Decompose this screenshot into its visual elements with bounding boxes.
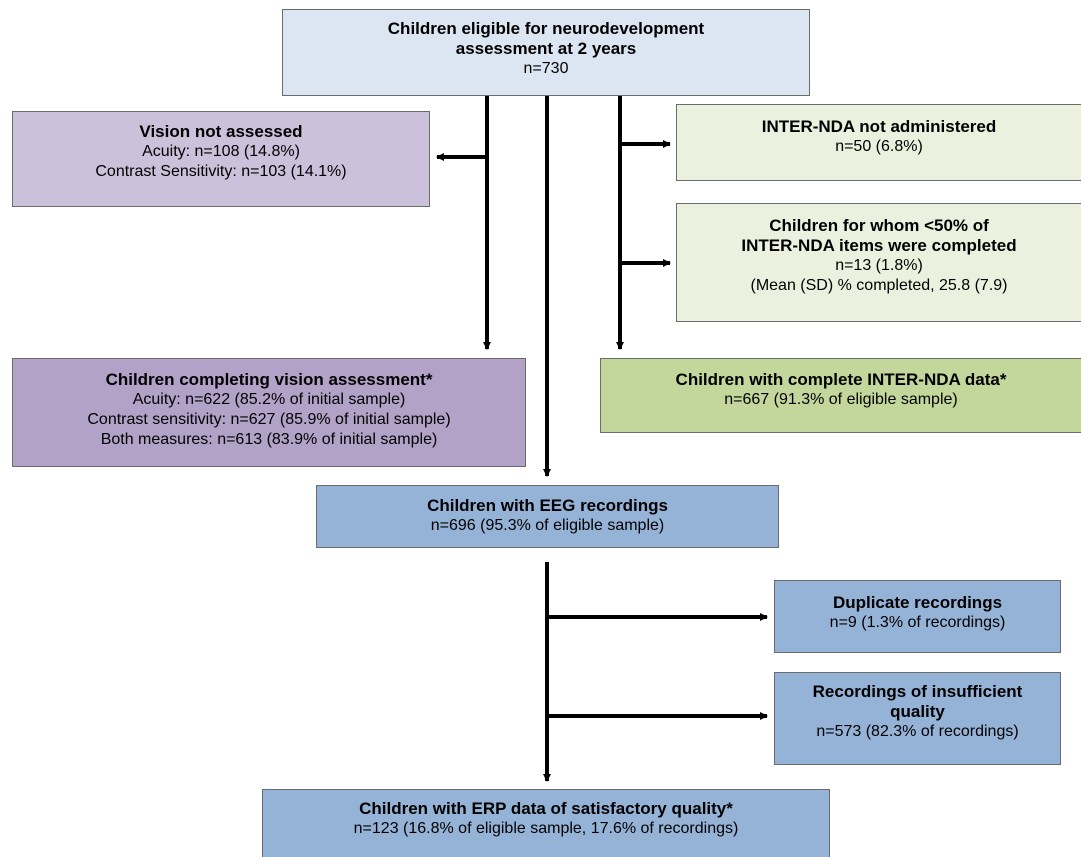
nda-partial-count: n=13 (1.8%) <box>835 257 923 274</box>
vision-complete-box: Children completing vision assessment* A… <box>12 358 526 467</box>
vision-not-assessed-title: Vision not assessed <box>139 122 303 141</box>
nda-partial-title-line-2: INTER-NDA items were completed <box>741 236 1017 255</box>
insufficient-title-line-1: Recordings of insufficient <box>812 682 1023 701</box>
duplicate-count: n=9 (1.3% of recordings) <box>829 614 1006 631</box>
nda-not-administered-title: INTER-NDA not administered <box>761 117 997 136</box>
vision-complete-acuity: Acuity: n=622 (85.2% of initial sample) <box>132 391 406 408</box>
vision-complete-both: Both measures: n=613 (83.9% of initial s… <box>100 431 438 448</box>
nda-partial-mean: (Mean (SD) % completed, 25.8 (7.9) <box>750 277 1008 294</box>
vision-not-assessed-box: Vision not assessed Acuity: n=108 (14.8%… <box>12 111 430 207</box>
insufficient-box: Recordings of insufficient quality n=573… <box>774 672 1061 765</box>
vision-complete-contrast: Contrast sensitivity: n=627 (85.9% of in… <box>87 411 451 428</box>
nda-complete-title: Children with complete INTER-NDA data* <box>675 370 1007 389</box>
nda-partial-title-line-1: Children for whom <50% of <box>769 216 989 235</box>
vision-not-assessed-acuity: Acuity: n=108 (14.8%) <box>142 143 300 160</box>
eligible-title-line-1: Children eligible for neurodevelopment <box>387 19 705 38</box>
nda-complete-box: Children with complete INTER-NDA data* n… <box>600 358 1081 433</box>
eeg-title: Children with EEG recordings <box>427 496 668 515</box>
erp-box: Children with ERP data of satisfactory q… <box>262 789 830 857</box>
duplicate-box: Duplicate recordings n=9 (1.3% of record… <box>774 580 1061 653</box>
eeg-box: Children with EEG recordings n=696 (95.3… <box>316 485 779 548</box>
nda-not-administered-count: n=50 (6.8%) <box>835 138 923 155</box>
nda-complete-count: n=667 (91.3% of eligible sample) <box>724 391 958 408</box>
nda-not-administered-box: INTER-NDA not administered n=50 (6.8%) <box>676 104 1081 181</box>
eligible-title-line-2: assessment at 2 years <box>455 39 637 58</box>
erp-count: n=123 (16.8% of eligible sample, 17.6% o… <box>353 820 739 837</box>
insufficient-title-line-2: quality <box>890 702 945 721</box>
eligible-count: n=730 <box>523 60 569 77</box>
erp-title: Children with ERP data of satisfactory q… <box>359 799 733 818</box>
insufficient-count: n=573 (82.3% of recordings) <box>816 723 1019 740</box>
duplicate-title: Duplicate recordings <box>832 593 1003 612</box>
eeg-count: n=696 (95.3% of eligible sample) <box>430 517 665 534</box>
eligible-box: Children eligible for neurodevelopment a… <box>282 9 810 96</box>
nda-partial-box: Children for whom <50% of INTER-NDA item… <box>676 203 1081 322</box>
vision-not-assessed-contrast: Contrast Sensitivity: n=103 (14.1%) <box>95 163 347 180</box>
vision-complete-title: Children completing vision assessment* <box>105 370 433 389</box>
